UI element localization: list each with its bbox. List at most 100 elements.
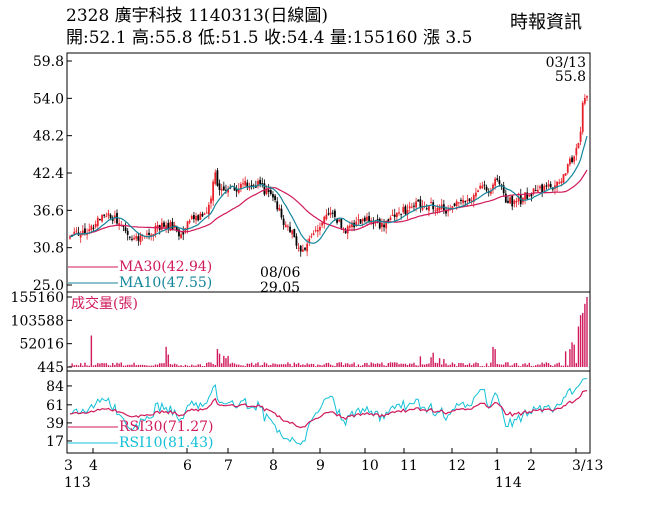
candle-body (319, 226, 321, 231)
volume-bar (441, 364, 443, 367)
candle-body (575, 148, 578, 156)
volume-bar (171, 364, 174, 367)
candle-body (124, 227, 127, 232)
candle-body (357, 219, 360, 221)
volume-bar (528, 362, 531, 367)
candle-body (511, 195, 514, 207)
candle-body (316, 229, 319, 232)
candle-body (366, 216, 368, 221)
candle-body (312, 233, 315, 236)
volume-bar (253, 365, 255, 367)
candle-body (541, 184, 544, 193)
axes: 25.030.836.642.448.254.059.8445520161035… (11, 54, 604, 491)
volume-bar (300, 365, 302, 367)
xtick-label: 9 (316, 458, 325, 474)
candle-body (135, 236, 138, 239)
candle-body (299, 245, 302, 252)
volume-bar (458, 363, 460, 367)
volume-bar (274, 363, 276, 367)
volume-bar (398, 364, 400, 367)
candle-body (195, 216, 197, 221)
candle-body (374, 220, 377, 224)
volume-bar (323, 364, 325, 367)
volume-bar (293, 362, 296, 367)
volume-bar (342, 365, 345, 367)
candle-body (489, 190, 492, 194)
candle-body (233, 186, 236, 191)
candle-body (186, 221, 189, 229)
candle-body (385, 221, 388, 229)
candle-body (451, 206, 454, 210)
xtick-label: 2 (527, 458, 536, 474)
rsi30-line (69, 390, 588, 429)
volume-bar (532, 366, 535, 367)
legend-ma10-label: MA10(47.55) (119, 275, 212, 291)
candle-body (169, 222, 172, 231)
volume-bar (500, 364, 503, 367)
volume-bar (235, 364, 238, 367)
volume-bar (575, 363, 578, 367)
volume-bar (99, 363, 101, 367)
candle-body (242, 183, 244, 185)
volume-bar (261, 364, 263, 367)
volume-bar (124, 365, 127, 367)
volume-bar (517, 365, 520, 367)
volume-bar (479, 366, 481, 367)
volume-bar (455, 366, 458, 367)
volume-bar (577, 326, 580, 367)
candle-body (425, 208, 428, 210)
volume-bar (163, 363, 165, 367)
xtick-label: 12 (448, 458, 466, 474)
candle-body (73, 231, 76, 236)
candle-body (261, 183, 264, 185)
volume-bar (562, 365, 565, 367)
volume-bar (554, 364, 556, 367)
volume-bar (242, 365, 244, 367)
candle-body (586, 95, 588, 98)
candle-body (94, 223, 97, 228)
candle-body (355, 221, 358, 226)
chart-date: 1140313 (188, 6, 264, 26)
volume-bar (97, 363, 99, 367)
volume-bar (483, 366, 486, 367)
candle-body (434, 210, 437, 212)
candle-body (216, 170, 219, 186)
candle-body (338, 219, 341, 222)
candle-body (171, 221, 174, 230)
candle-body (507, 200, 509, 203)
volume-bar (107, 365, 110, 367)
volume-bar (573, 344, 575, 367)
volume-ytick-label: 103588 (11, 313, 64, 329)
candle-body (410, 206, 413, 208)
price-ytick-label: 25.0 (33, 278, 64, 294)
candle-body (445, 210, 447, 214)
volume-bar (77, 365, 80, 367)
candle-body (137, 236, 140, 241)
candle-body (197, 215, 200, 221)
volume-bar (220, 363, 223, 367)
volume-bar (282, 364, 285, 367)
volume-bar (485, 363, 488, 367)
candle-body (363, 217, 366, 222)
volume-bar (329, 364, 332, 367)
volume-bar (250, 362, 253, 367)
candle-body (109, 214, 112, 219)
candle-body (340, 219, 343, 228)
volume-bar (473, 363, 475, 367)
candle-body (415, 201, 417, 208)
volume-bar (272, 363, 274, 367)
volume-bar (206, 362, 208, 367)
price-ytick-label: 36.6 (33, 203, 64, 219)
volume-bar (225, 358, 227, 367)
volume-bar (332, 365, 334, 367)
price-ytick-label: 30.8 (33, 241, 64, 257)
volume-bar (214, 364, 216, 367)
candle-body (460, 200, 462, 202)
candle-body (419, 199, 422, 208)
year-label-113: 113 (64, 475, 91, 491)
volume-bar (212, 363, 214, 367)
candle-body (393, 214, 396, 217)
volume-bar (357, 364, 360, 367)
year-label-114: 114 (495, 475, 522, 491)
